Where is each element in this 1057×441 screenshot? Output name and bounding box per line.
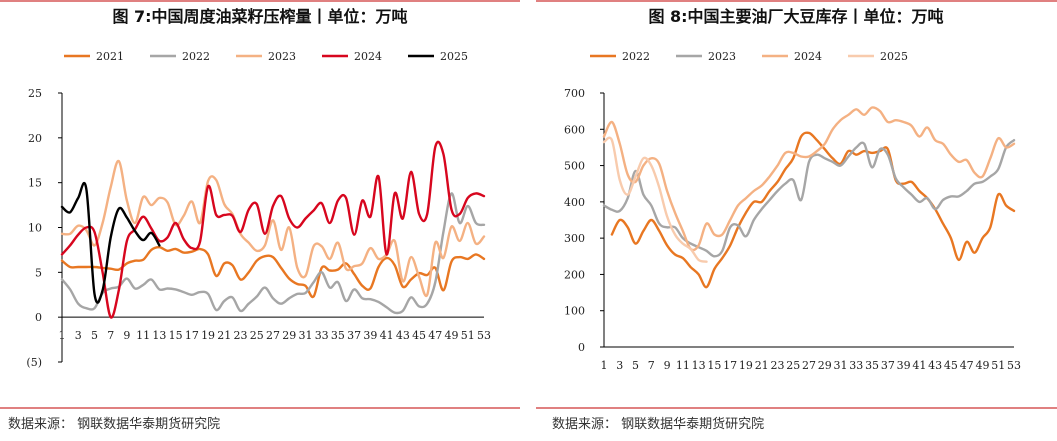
x-tick-label: 41 xyxy=(912,359,926,372)
x-tick-label: 37 xyxy=(881,359,895,372)
x-tick-label: 13 xyxy=(692,359,706,372)
x-tick-label: 11 xyxy=(676,359,690,372)
y-tick-label: 25 xyxy=(28,87,42,100)
x-tick-label: 13 xyxy=(152,329,166,342)
x-tick-label: 21 xyxy=(217,329,231,342)
x-tick-label: 5 xyxy=(91,329,98,342)
x-tick-label: 47 xyxy=(428,329,442,342)
legend-label-2022: 2022 xyxy=(622,50,650,63)
x-tick-label: 41 xyxy=(380,329,394,342)
x-tick-label: 1 xyxy=(601,359,608,372)
x-tick-label: 51 xyxy=(461,329,475,342)
x-tick-label: 27 xyxy=(802,359,816,372)
x-tick-label: 31 xyxy=(834,359,848,372)
series-line-2023 xyxy=(602,139,1016,258)
x-tick-label: 21 xyxy=(755,359,769,372)
x-tick-label: 33 xyxy=(315,329,329,342)
x-tick-label: 17 xyxy=(185,329,199,342)
legend-label-2024: 2024 xyxy=(794,50,822,63)
y-tick-label: 500 xyxy=(564,160,585,173)
y-tick-label: 10 xyxy=(28,222,42,235)
x-tick-label: 45 xyxy=(944,359,958,372)
x-tick-label: 1 xyxy=(59,329,66,342)
x-tick-label: 51 xyxy=(991,359,1005,372)
y-tick-label: 20 xyxy=(28,132,42,145)
x-tick-label: 31 xyxy=(298,329,312,342)
x-tick-label: 45 xyxy=(412,329,426,342)
y-tick-label: 15 xyxy=(28,177,42,190)
series-line-2023 xyxy=(60,159,486,298)
x-tick-label: 15 xyxy=(169,329,183,342)
legend-label-2023: 2023 xyxy=(708,50,736,63)
y-tick-label: 100 xyxy=(564,305,585,318)
y-tick-label: (5) xyxy=(26,356,42,369)
x-tick-label: 49 xyxy=(445,329,459,342)
y-tick-label: 5 xyxy=(35,266,42,279)
series-line-2024 xyxy=(602,106,1016,252)
y-tick-label: 0 xyxy=(578,341,585,354)
chart-title-left: 图 7:中国周度油菜籽压榨量丨单位：万吨 xyxy=(112,7,407,26)
x-tick-label: 9 xyxy=(123,329,130,342)
chart-title-right: 图 8:中国主要油厂大豆库存丨单位：万吨 xyxy=(648,7,943,26)
series-line-2025 xyxy=(602,136,708,263)
legend-label-2022: 2022 xyxy=(182,50,210,63)
x-tick-label: 37 xyxy=(347,329,361,342)
y-tick-label: 700 xyxy=(564,87,585,100)
legend-label-2023: 2023 xyxy=(268,50,296,63)
x-tick-label: 39 xyxy=(363,329,377,342)
x-tick-label: 15 xyxy=(707,359,721,372)
series-line-2022 xyxy=(60,192,486,315)
x-tick-label: 49 xyxy=(975,359,989,372)
x-tick-label: 33 xyxy=(849,359,863,372)
x-tick-label: 35 xyxy=(331,329,345,342)
x-tick-label: 19 xyxy=(739,359,753,372)
x-tick-label: 43 xyxy=(928,359,942,372)
data-source-right: 数据来源： 钢联数据华泰期货研究院 xyxy=(552,416,764,432)
x-tick-label: 29 xyxy=(282,329,296,342)
y-tick-label: 200 xyxy=(564,268,585,281)
series-line-2021 xyxy=(60,245,486,299)
x-tick-label: 27 xyxy=(266,329,280,342)
x-tick-label: 17 xyxy=(723,359,737,372)
x-tick-label: 7 xyxy=(107,329,114,342)
x-tick-label: 19 xyxy=(201,329,215,342)
legend-label-2025: 2025 xyxy=(880,50,908,63)
legend-label-2025: 2025 xyxy=(440,50,468,63)
x-tick-label: 7 xyxy=(648,359,655,372)
x-tick-label: 5 xyxy=(632,359,639,372)
legend-label-2021: 2021 xyxy=(96,50,124,63)
series-line-2022 xyxy=(610,131,1016,289)
x-tick-label: 53 xyxy=(477,329,491,342)
series-line-2025 xyxy=(60,181,161,304)
x-tick-label: 9 xyxy=(664,359,671,372)
x-tick-label: 29 xyxy=(818,359,832,372)
x-tick-label: 25 xyxy=(786,359,800,372)
y-tick-label: 400 xyxy=(564,196,585,209)
x-tick-label: 3 xyxy=(616,359,623,372)
x-tick-label: 25 xyxy=(250,329,264,342)
y-tick-label: 0 xyxy=(35,311,42,324)
x-tick-label: 23 xyxy=(770,359,784,372)
x-tick-label: 23 xyxy=(234,329,248,342)
x-tick-label: 39 xyxy=(897,359,911,372)
x-tick-label: 53 xyxy=(1007,359,1021,372)
x-tick-label: 11 xyxy=(136,329,150,342)
y-tick-label: 300 xyxy=(564,232,585,245)
y-tick-label: 600 xyxy=(564,123,585,136)
x-tick-label: 3 xyxy=(75,329,82,342)
series-line-2024 xyxy=(60,140,486,319)
x-tick-label: 35 xyxy=(865,359,879,372)
data-source-left: 数据来源： 钢联数据华泰期货研究院 xyxy=(8,416,220,432)
x-tick-label: 43 xyxy=(396,329,410,342)
x-tick-label: 47 xyxy=(960,359,974,372)
legend-label-2024: 2024 xyxy=(354,50,382,63)
